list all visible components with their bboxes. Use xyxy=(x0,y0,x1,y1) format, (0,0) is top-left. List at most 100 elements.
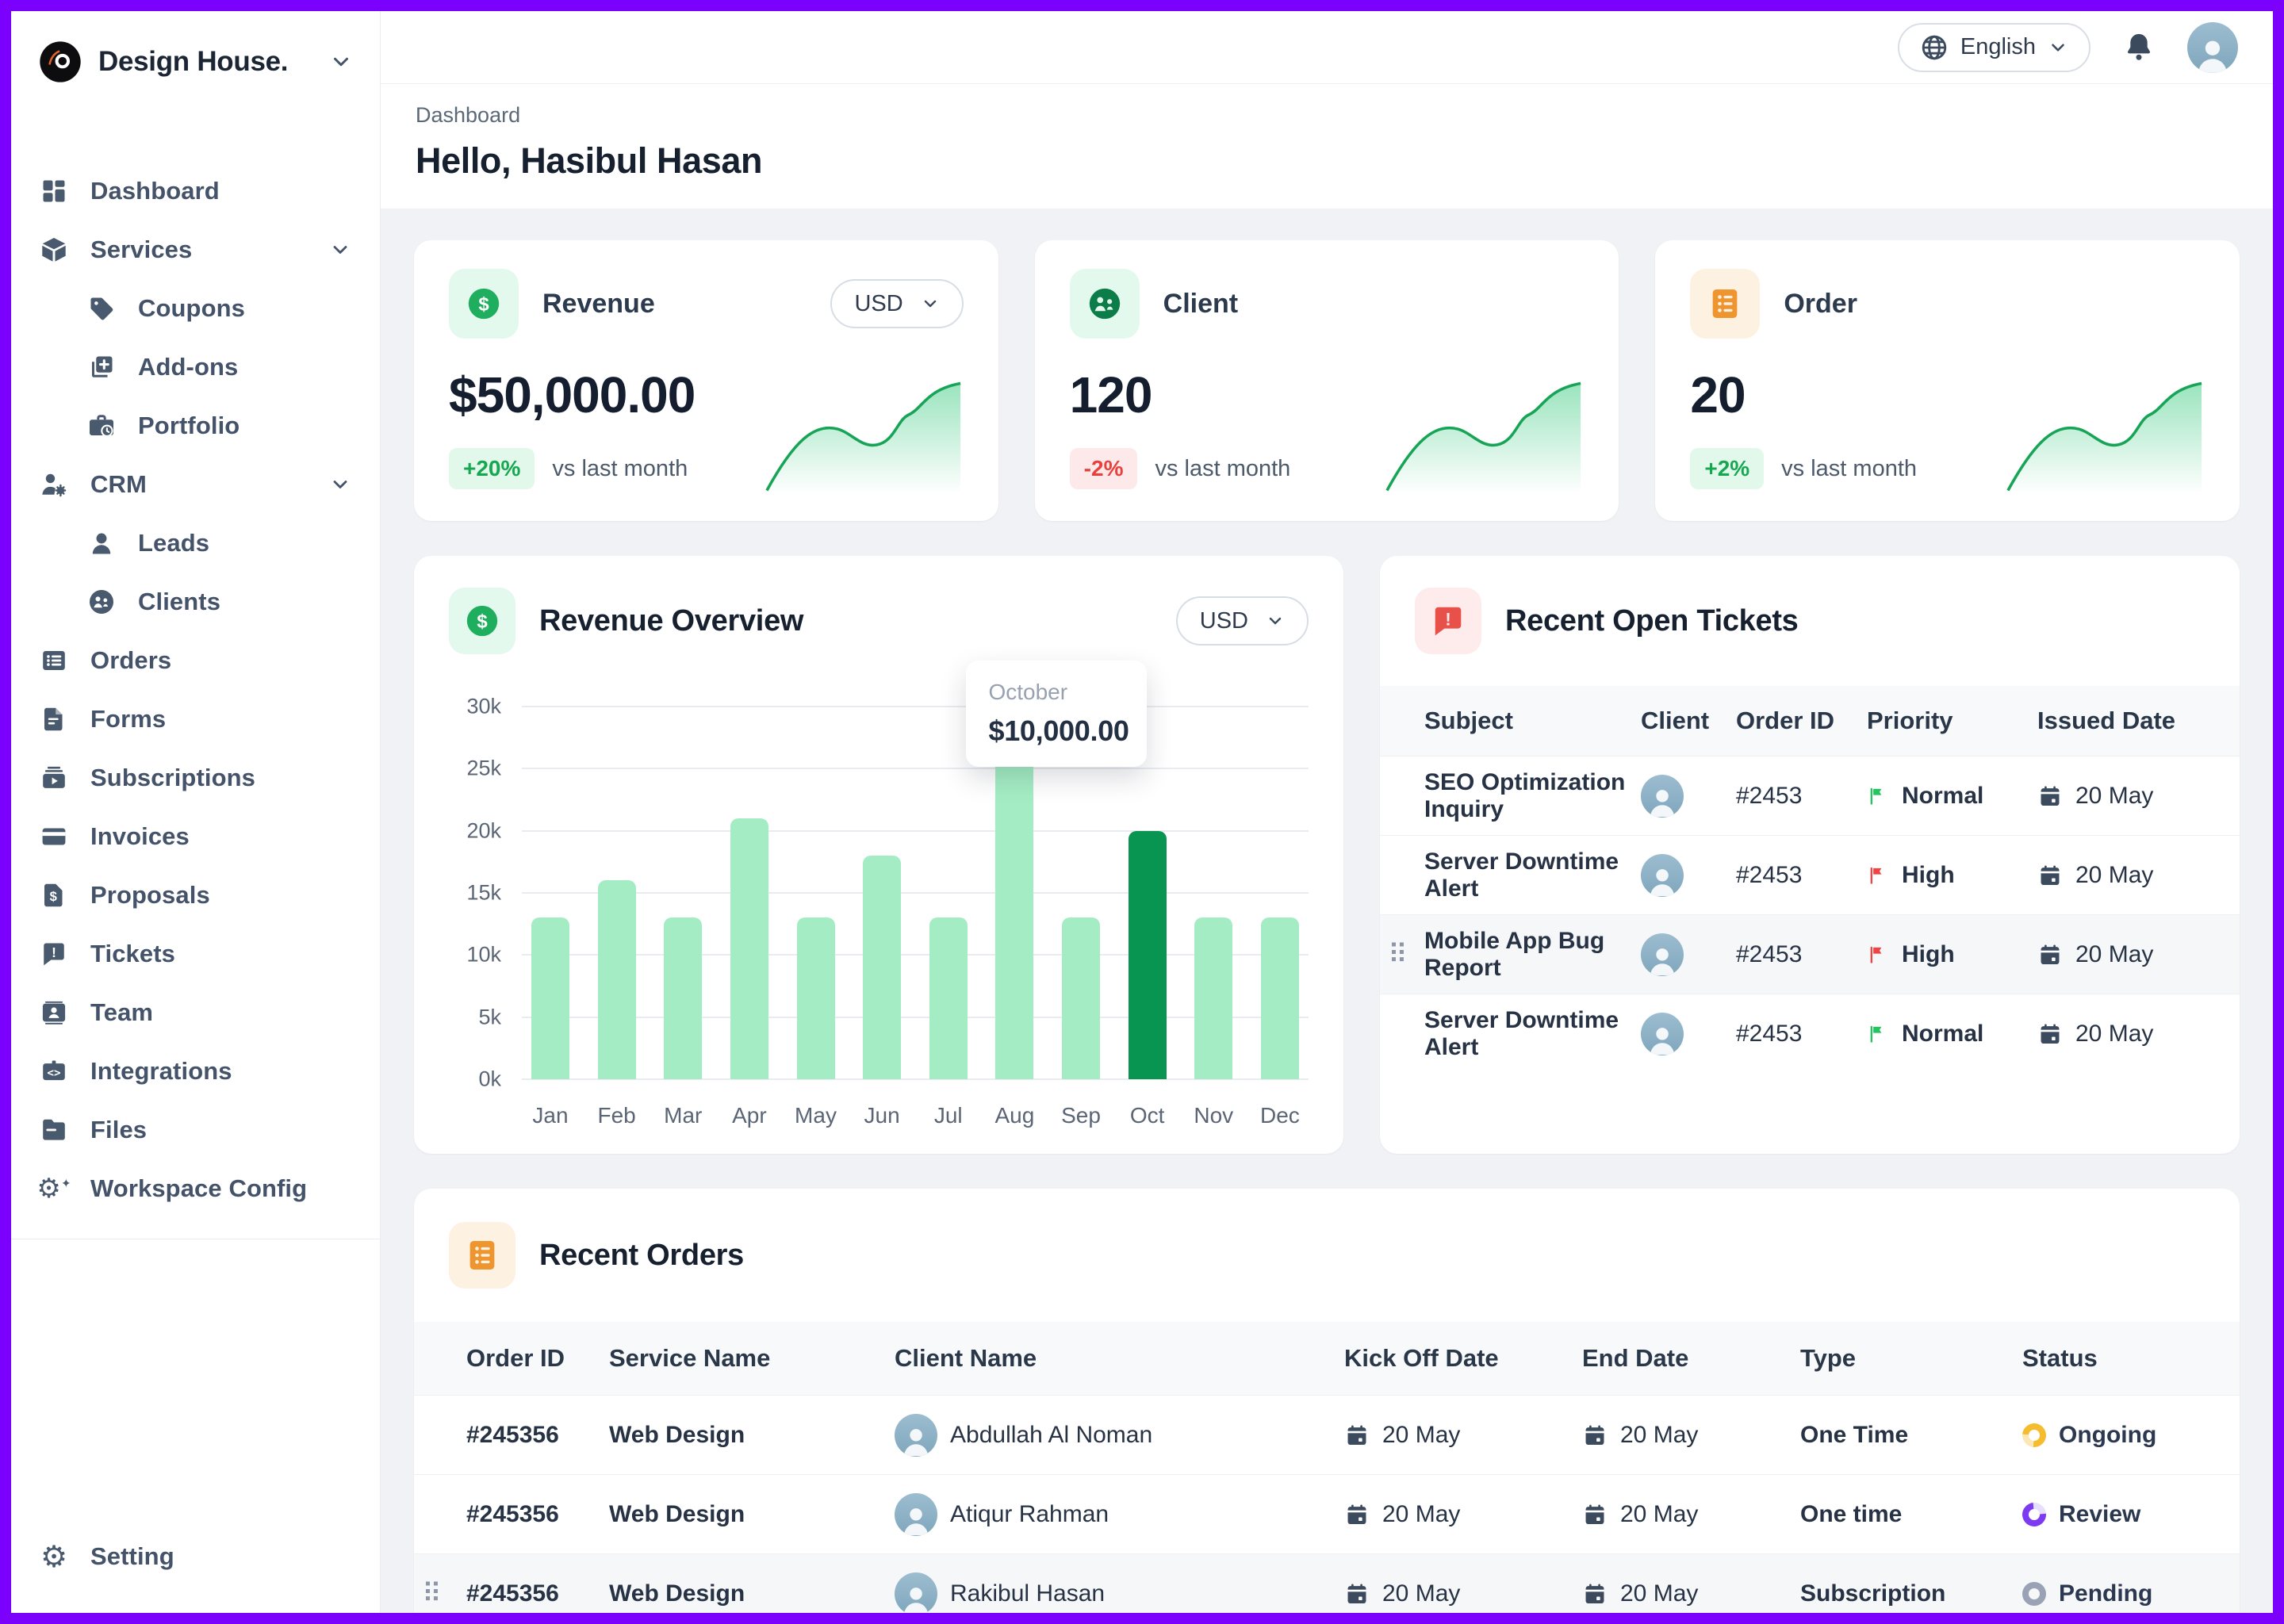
chart-title: Revenue Overview xyxy=(539,603,804,638)
sidebar-item-invoices[interactable]: Invoices xyxy=(35,807,356,866)
chevron-down-icon[interactable] xyxy=(329,239,351,261)
ticket-row[interactable]: Server Downtime Alert #2453 Normal 20 Ma… xyxy=(1380,994,2240,1073)
gridline xyxy=(522,892,1309,894)
sidebar-item-label: Subscriptions xyxy=(90,764,255,791)
client-avatar xyxy=(1641,853,1684,897)
svg-text:$: $ xyxy=(477,611,487,632)
tickets-header: Subject Client Order ID Priority Issued … xyxy=(1380,686,2240,756)
bar-jan[interactable] xyxy=(531,917,569,1079)
stat-note: vs last month xyxy=(552,455,688,481)
order-row[interactable]: #245356 Web Design Atiqur Rahman 20 May … xyxy=(414,1474,2240,1553)
sidebar-item-workspace-config[interactable]: ⚙✦ Workspace Config xyxy=(35,1159,356,1218)
x-tick: Aug xyxy=(994,1103,1035,1128)
calendar-icon xyxy=(2037,783,2063,809)
sidebar-item-crm[interactable]: CRM xyxy=(35,455,356,514)
user-avatar[interactable] xyxy=(2187,21,2238,73)
sidebar-item-subscriptions[interactable]: Subscriptions xyxy=(35,749,356,807)
svg-text:<>: <> xyxy=(47,1067,60,1079)
col-order-id: Order ID xyxy=(466,1344,565,1372)
x-tick: Jun xyxy=(864,1103,900,1128)
bar-may[interactable] xyxy=(796,917,835,1079)
notifications-bell-icon[interactable] xyxy=(2122,31,2156,64)
sidebar-item-add-ons[interactable]: Add-ons xyxy=(35,338,356,396)
sidebar-item-portfolio[interactable]: Portfolio xyxy=(35,396,356,455)
currency-select[interactable]: USD xyxy=(830,279,964,328)
person-gear-icon xyxy=(40,470,68,499)
sidebar-item-coupons[interactable]: Coupons xyxy=(35,279,356,338)
end-date: 20 May xyxy=(1620,1580,1699,1607)
bar-feb[interactable] xyxy=(597,880,636,1079)
sidebar-item-orders[interactable]: Orders xyxy=(35,631,356,690)
kickoff-date: 20 May xyxy=(1382,1500,1461,1527)
currency-value: USD xyxy=(854,290,903,316)
order-id: #245356 xyxy=(466,1580,559,1607)
sparkline xyxy=(765,381,961,494)
chevron-down-icon[interactable] xyxy=(329,473,351,496)
drag-handle[interactable]: ⠿ xyxy=(1388,938,1408,971)
ticket-row[interactable]: Server Downtime Alert #2453 High 20 May xyxy=(1380,835,2240,914)
stat-value: 20 xyxy=(1690,366,1746,423)
col-priority: Priority xyxy=(1867,707,1953,734)
flag-icon xyxy=(1867,1023,1889,1045)
language-selector[interactable]: English xyxy=(1897,22,2090,72)
bar-column: Aug xyxy=(986,707,1043,1130)
date-label: 20 May xyxy=(2075,861,2154,888)
bar-sep[interactable] xyxy=(1062,917,1100,1079)
bar-nov[interactable] xyxy=(1194,917,1233,1079)
col-type: Type xyxy=(1800,1344,1857,1372)
list-icon xyxy=(40,646,68,675)
stat-value: 120 xyxy=(1069,366,1153,423)
chevron-down-icon[interactable] xyxy=(329,50,353,74)
sidebar-item-team[interactable]: Team xyxy=(35,983,356,1042)
ticket-subject: Server Downtime Alert xyxy=(1424,848,1619,902)
priority-label: High xyxy=(1902,940,1955,967)
sidebar-item-tickets[interactable]: ! Tickets xyxy=(35,925,356,983)
bar-mar[interactable] xyxy=(664,917,703,1079)
client-avatar xyxy=(895,1492,937,1536)
bar-apr[interactable] xyxy=(730,818,768,1079)
bar-column: Dec xyxy=(1251,707,1309,1130)
sidebar-item-forms[interactable]: Forms xyxy=(35,690,356,749)
bar-jun[interactable] xyxy=(863,856,902,1079)
drag-handle[interactable]: ⠿ xyxy=(422,1577,442,1610)
x-tick: Feb xyxy=(597,1103,636,1128)
status-label: Ongoing xyxy=(2059,1421,2157,1448)
briefcase-icon xyxy=(87,412,116,440)
ticket-alert-icon: ! xyxy=(1415,588,1481,654)
x-tick: Nov xyxy=(1194,1103,1234,1128)
bar-dec[interactable] xyxy=(1260,917,1299,1079)
sidebar-item-setting[interactable]: ⚙ Setting xyxy=(35,1527,356,1586)
bar-jul[interactable] xyxy=(929,917,968,1079)
flag-icon xyxy=(1867,944,1889,966)
sidebar-item-files[interactable]: Files xyxy=(35,1101,356,1159)
sidebar-item-leads[interactable]: Leads xyxy=(35,514,356,573)
calendar-icon xyxy=(2037,863,2063,888)
sidebar: Design House. Dashboard Services Coupons xyxy=(11,11,381,1613)
ticket-row[interactable]: SEO Optimization Inquiry #2453 Normal 20… xyxy=(1380,756,2240,835)
main-area: English Dashboard Hello, Hasibul Hasan xyxy=(381,11,2273,1613)
workspace-switcher[interactable]: Design House. xyxy=(35,35,356,92)
ticket-subject: Server Downtime Alert xyxy=(1424,1006,1619,1060)
chat-alert-icon: ! xyxy=(40,940,68,968)
sidebar-item-label: Integrations xyxy=(90,1057,232,1085)
chart-currency-select[interactable]: USD xyxy=(1175,596,1309,645)
bar-aug[interactable] xyxy=(995,756,1034,1079)
bar-oct[interactable] xyxy=(1128,830,1167,1079)
stat-note: vs last month xyxy=(1155,455,1291,481)
sidebar-item-dashboard[interactable]: Dashboard xyxy=(35,162,356,220)
x-tick: Dec xyxy=(1259,1103,1300,1128)
kickoff-date: 20 May xyxy=(1382,1421,1461,1448)
sidebar-item-clients[interactable]: Clients xyxy=(35,573,356,631)
subscription-icon xyxy=(40,764,68,792)
x-tick: Jul xyxy=(933,1103,963,1128)
order-row[interactable]: #245356 Web Design Abdullah Al Noman 20 … xyxy=(414,1395,2240,1474)
breadcrumb[interactable]: Dashboard xyxy=(416,103,521,127)
ticket-row[interactable]: ⠿ Mobile App Bug Report #2453 High 20 Ma… xyxy=(1380,914,2240,994)
bar-column: Mar xyxy=(654,707,711,1130)
sidebar-item-integrations[interactable]: <> Integrations xyxy=(35,1042,356,1101)
sparkline xyxy=(1385,381,1581,494)
sidebar-item-services[interactable]: Services xyxy=(35,220,356,279)
order-row[interactable]: ⠿ #245356 Web Design Rakibul Hasan 20 Ma… xyxy=(414,1553,2240,1613)
sidebar-item-proposals[interactable]: $ Proposals xyxy=(35,866,356,925)
